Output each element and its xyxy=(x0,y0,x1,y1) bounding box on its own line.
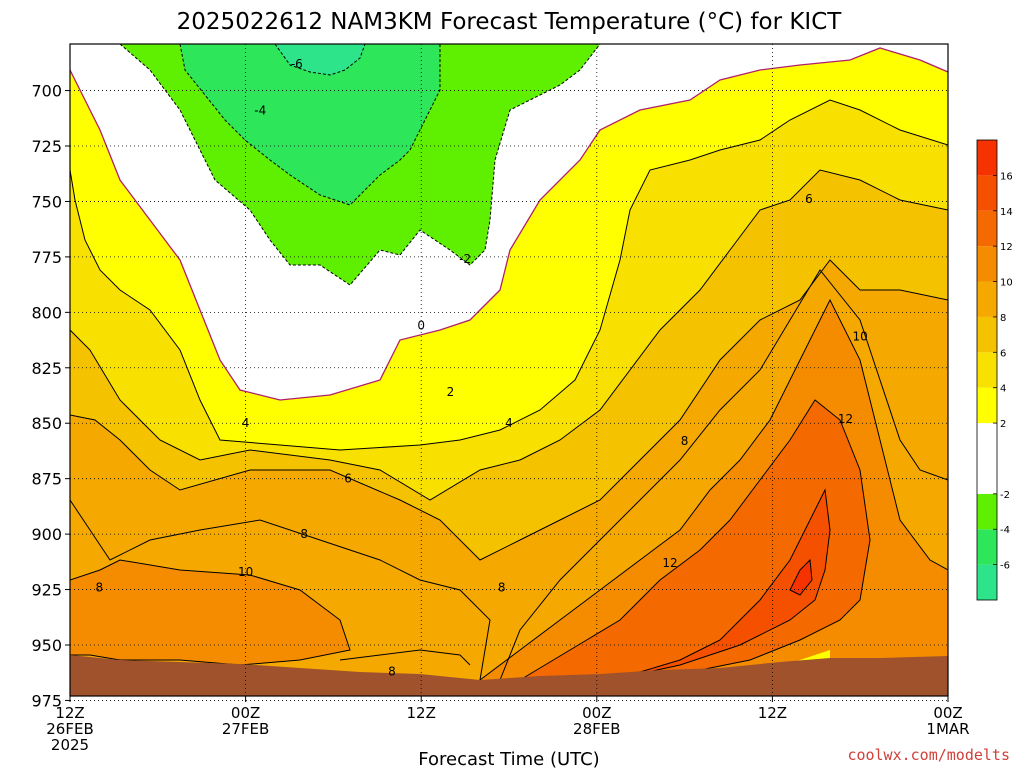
y-tick-label: 825 xyxy=(31,359,62,378)
plot-frame xyxy=(69,43,949,697)
colorbar: 16 14 12 10 8 6 4 2 -2 -4 -6 xyxy=(976,139,1013,601)
contour-label: 12 xyxy=(838,412,853,426)
contour-14 xyxy=(619,488,831,679)
contour-8-east xyxy=(499,269,948,681)
x-tick-label: 00Z xyxy=(582,704,611,722)
x-tick-label: 12Z xyxy=(407,704,436,722)
y-tick-label: 900 xyxy=(31,525,62,544)
colorbar-tick-label: 12 xyxy=(1000,242,1013,253)
contour-neg4 xyxy=(179,44,441,206)
contour-0 xyxy=(70,47,948,401)
terrain xyxy=(70,655,948,696)
colorbar-tick-label: 8 xyxy=(1000,313,1006,324)
contour-label: 8 xyxy=(388,665,396,679)
colorbar-band xyxy=(977,387,997,424)
colorbar-frame xyxy=(976,139,998,601)
y-tick-label: 850 xyxy=(31,414,62,433)
contour-label: 4 xyxy=(242,416,250,430)
contour-label: -4 xyxy=(254,104,266,118)
contour-lines-dashed xyxy=(119,44,601,286)
band-10-to-12 xyxy=(70,560,350,665)
colorbar-tick-label: 6 xyxy=(1000,348,1006,359)
contour-6 xyxy=(70,259,948,561)
grid xyxy=(70,44,948,701)
y-tick-label: 725 xyxy=(31,137,62,156)
contour-8-west-cell xyxy=(339,649,471,666)
band-neg6-to-neg4 xyxy=(180,44,440,205)
x-tick-label: 27FEB xyxy=(222,720,269,738)
colorbar-tick-label: 2 xyxy=(1000,419,1006,430)
contour-neg6 xyxy=(274,44,366,76)
colorbar-band xyxy=(977,529,997,565)
contour-label: 8 xyxy=(681,434,689,448)
contour-label: -6 xyxy=(291,57,303,71)
contour-12 xyxy=(519,399,871,681)
colorbar-tick-label: -4 xyxy=(1000,525,1010,536)
contour-2 xyxy=(70,99,948,451)
contour-label: 10 xyxy=(853,330,868,344)
y-tick-label: 950 xyxy=(31,636,62,655)
contour-label: 2 xyxy=(447,385,455,399)
contour-label: 8 xyxy=(498,580,506,594)
contour-label: 8 xyxy=(95,580,103,594)
colorbar-band xyxy=(977,140,997,176)
contour-labels: -6 -4 -2 0 2 4 4 6 6 8 8 8 8 8 10 10 12 12 xyxy=(95,57,868,679)
contour-label: 6 xyxy=(344,472,352,486)
x-tick-label: 26FEB xyxy=(46,720,93,738)
contour-lines xyxy=(70,99,948,681)
y-tick-label: 750 xyxy=(31,192,62,211)
colorbar-band xyxy=(977,246,997,282)
contour-label: -2 xyxy=(459,252,471,266)
colorbar-tick-label: 16 xyxy=(1000,171,1013,182)
chart-title: 2025022612 NAM3KM Forecast Temperature (… xyxy=(177,9,843,35)
x-axis-label: Forecast Time (UTC) xyxy=(418,749,599,768)
y-axis: 700 725 750 775 800 825 850 875 900 925 950 975 xyxy=(31,82,70,710)
band-14-to-16 xyxy=(620,490,830,678)
credit: coolwx.com/modelts xyxy=(847,746,1010,764)
colorbar-band xyxy=(977,316,997,353)
colorbar-tick-label: 10 xyxy=(1000,278,1013,289)
contour-4 xyxy=(70,169,948,501)
y-tick-label: 875 xyxy=(31,470,62,489)
y-tick-label: 800 xyxy=(31,303,62,322)
x-tick-label: 12Z xyxy=(758,704,787,722)
colorbar-band xyxy=(977,493,997,530)
contour-neg2 xyxy=(119,44,601,286)
contour-16 xyxy=(789,558,813,596)
y-tick-label: 700 xyxy=(31,82,62,101)
x-tick-label: 2025 xyxy=(51,736,89,754)
contour-8 xyxy=(70,499,491,681)
colorbar-band xyxy=(977,564,997,600)
colorbar-tick-label: -2 xyxy=(1000,490,1010,501)
y-tick-label: 975 xyxy=(31,691,62,710)
contour-label: 6 xyxy=(805,192,813,206)
x-tick-label: 00Z xyxy=(231,704,260,722)
band-neg8-to-neg6 xyxy=(275,44,365,75)
colorbar-tick-label: -6 xyxy=(1000,561,1010,572)
y-tick-label: 775 xyxy=(31,248,62,267)
plot-area xyxy=(70,44,948,696)
colorbar-tick-label: 4 xyxy=(1000,384,1006,395)
colorbar-band xyxy=(977,423,997,494)
contour-label: 4 xyxy=(505,416,513,430)
colorbar-band xyxy=(977,352,997,388)
y-tick-label: 925 xyxy=(31,581,62,600)
x-tick-label: 12Z xyxy=(55,704,84,722)
contour-10 xyxy=(70,559,351,666)
x-tick-label: 1MAR xyxy=(926,720,969,738)
colorbar-band xyxy=(977,175,997,211)
colorbar-band xyxy=(977,210,997,247)
contour-label: 8 xyxy=(300,527,308,541)
contour-label: 0 xyxy=(417,319,425,333)
x-tick-label: 28FEB xyxy=(573,720,620,738)
contour-label: 10 xyxy=(238,565,253,579)
contour-label: 12 xyxy=(662,556,677,570)
contour-10-east xyxy=(479,298,948,681)
colorbar-tick-label: 14 xyxy=(1000,207,1013,218)
x-tick-label: 00Z xyxy=(933,704,962,722)
colorbar-band xyxy=(977,281,997,317)
